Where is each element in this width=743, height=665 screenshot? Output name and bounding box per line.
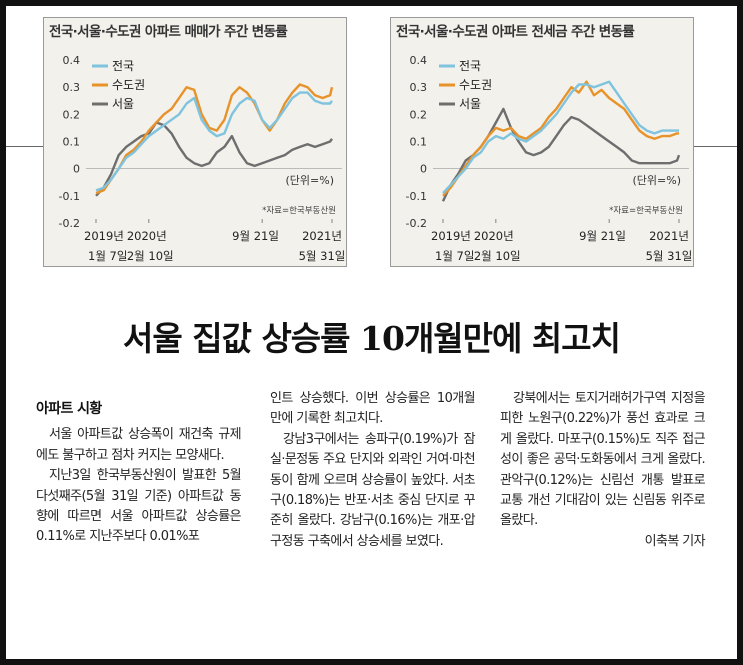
x-label: 1월 7일 bbox=[88, 249, 127, 263]
section-heading: 아파트 시황 bbox=[36, 401, 102, 417]
legend-label: 전국 bbox=[112, 59, 134, 73]
x-label: 2020년 bbox=[474, 229, 514, 243]
byline: 이축복 기자 bbox=[644, 533, 706, 549]
series-line-전국 bbox=[95, 91, 333, 192]
divider-line-right bbox=[692, 146, 737, 147]
y-tick-label: 0.4 bbox=[410, 54, 428, 67]
x-label: 2020년 bbox=[127, 229, 167, 243]
series-line-수도권 bbox=[442, 80, 679, 197]
chart-title: 전국·서울·수도권 아파트 매매가 주간 변동률 bbox=[49, 23, 288, 40]
y-tick-label: 0.2 bbox=[63, 108, 81, 121]
headline: 서울 집값 상승률 10개월만에 최고치 bbox=[123, 319, 621, 358]
jeonse-price-chart: 전국·서울·수도권 아파트 전세금 주간 변동률 0.4 0.3 0.2 0.1 0 -0.… bbox=[390, 17, 694, 267]
article-column-1: 아파트 시황 서울 아파트값 상승폭이 재건축 규제에도 불구하고 점차 커지는… bbox=[36, 389, 242, 548]
series-line-수도권 bbox=[95, 83, 334, 195]
y-tick-label: -0.1 bbox=[59, 190, 80, 203]
x-label: 2월 10일 bbox=[127, 249, 174, 263]
sale-price-chart: 전국·서울·수도권 아파트 매매가 주간 변동률 0.4 0.3 0.2 0.1 0 -0.… bbox=[43, 17, 347, 267]
x-label: 2019년 bbox=[84, 229, 124, 243]
y-tick-label: 0 bbox=[420, 163, 427, 176]
y-tick-label: 0.3 bbox=[410, 81, 428, 94]
divider-line-left bbox=[6, 146, 44, 147]
y-tick-label: 0 bbox=[73, 163, 80, 176]
y-tick-label: 0.1 bbox=[63, 136, 81, 149]
y-tick-label: 0.4 bbox=[63, 54, 81, 67]
x-label: 5월 31일 bbox=[646, 249, 693, 263]
legend-label: 전국 bbox=[459, 59, 481, 73]
x-label: 2021년 bbox=[649, 229, 689, 243]
article-column-3: 강북에서는 토지거래허가구역 지정을 피한 노원구(0.22%)가 풍선 효과로… bbox=[500, 389, 706, 552]
series-line-서울 bbox=[95, 121, 333, 197]
y-tick-label: -0.2 bbox=[406, 217, 427, 230]
paragraph: 강남3구에서는 송파구(0.19%)가 잠실·문정동 주요 단지와 외곽인 거여… bbox=[270, 431, 476, 549]
source-label: *자료=한국부동산원 bbox=[262, 205, 336, 216]
x-label: 2019년 bbox=[431, 229, 471, 243]
chart-svg: 전국·서울·수도권 아파트 매매가 주간 변동률 0.4 0.3 0.2 0.1 0 -0.… bbox=[49, 23, 346, 263]
x-label: 5월 31일 bbox=[299, 249, 346, 263]
x-label: 1월 7일 bbox=[435, 249, 474, 263]
chart-svg: 전국·서울·수도권 아파트 전세금 주간 변동률 0.4 0.3 0.2 0.1 0 -0.… bbox=[396, 23, 693, 263]
legend-label: 서울 bbox=[112, 97, 134, 111]
paragraph: 인트 상승했다. 이번 상승률은 10개월 만에 기록한 최고치다. bbox=[270, 391, 476, 427]
paragraph: 서울 아파트값 상승폭이 재건축 규제에도 불구하고 점차 커지는 모양새다. bbox=[36, 427, 242, 463]
x-label: 9월 21일 bbox=[232, 229, 279, 243]
series-line-전국 bbox=[442, 80, 679, 194]
unit-label: (단위=%) bbox=[286, 174, 335, 187]
y-tick-label: -0.2 bbox=[59, 217, 80, 230]
y-tick-label: 0.1 bbox=[410, 136, 428, 149]
y-tick-label: 0.2 bbox=[410, 108, 428, 121]
x-label: 2021년 bbox=[302, 229, 342, 243]
y-tick-label: -0.1 bbox=[406, 190, 427, 203]
paragraph: 지난3일 한국부동산원이 발표한 5월 다섯째주(5월 31일 기준) 아파트값… bbox=[36, 468, 242, 545]
paragraph: 강북에서는 토지거래허가구역 지정을 피한 노원구(0.22%)가 풍선 효과로… bbox=[500, 391, 706, 529]
source-label: *자료=한국부동산원 bbox=[609, 205, 683, 216]
legend-label: 서울 bbox=[459, 97, 481, 111]
chart-title: 전국·서울·수도권 아파트 전세금 주간 변동률 bbox=[396, 23, 635, 40]
y-tick-label: 0.3 bbox=[63, 81, 81, 94]
legend-label: 수도권 bbox=[459, 78, 492, 92]
x-label: 2월 10일 bbox=[474, 249, 521, 263]
article-column-2: 인트 상승했다. 이번 상승률은 10개월 만에 기록한 최고치다. 강남3구에… bbox=[270, 389, 476, 552]
unit-label: (단위=%) bbox=[633, 174, 682, 187]
legend-label: 수도권 bbox=[112, 78, 145, 92]
x-label: 9월 21일 bbox=[579, 229, 626, 243]
